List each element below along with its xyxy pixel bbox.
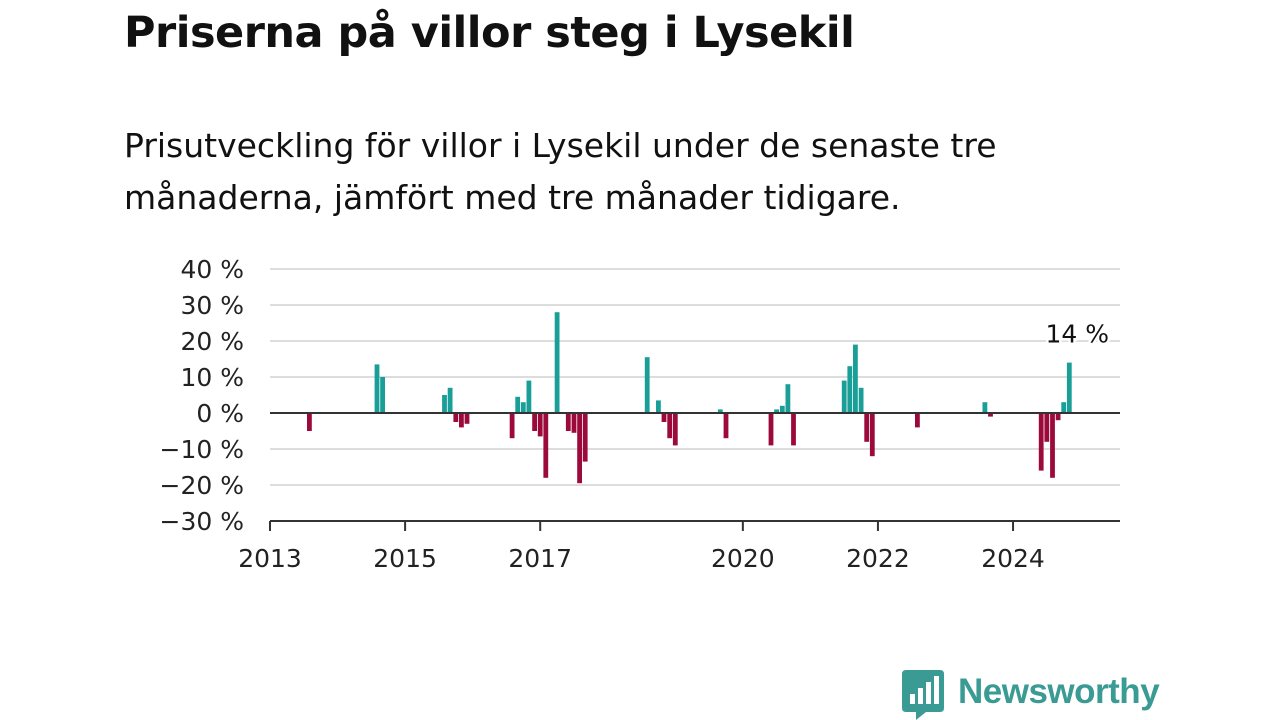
chart-subtitle: Prisutveckling för villor i Lysekil unde…	[124, 126, 997, 217]
bar	[447, 387, 453, 413]
bar	[768, 413, 774, 446]
chart-title: Priserna på villor steg i Lysekil	[124, 8, 855, 58]
bar	[374, 364, 380, 413]
x-tick-label: 2020	[711, 544, 775, 573]
bar	[672, 413, 678, 446]
y-tick-label: −10 %	[160, 435, 244, 464]
bar	[1066, 362, 1072, 413]
value-annotation: 14 %	[1045, 320, 1109, 349]
x-tick-label: 2017	[508, 544, 572, 573]
axes	[269, 412, 1120, 531]
bar	[847, 366, 853, 413]
bar	[537, 413, 543, 437]
bar	[661, 413, 667, 422]
bar	[644, 357, 650, 413]
bar	[532, 413, 537, 431]
y-tick-label: 0 %	[196, 399, 244, 428]
bar	[988, 413, 993, 417]
bar	[582, 413, 588, 462]
bar	[869, 413, 875, 457]
bar	[864, 413, 870, 442]
bar	[1061, 402, 1067, 413]
bar	[509, 413, 515, 439]
bar	[858, 387, 864, 413]
bar	[565, 413, 571, 431]
y-axis-labels: 40 % 30 % 20 % 10 % 0 % −10 % −20 % −30 %	[160, 255, 244, 536]
bar	[526, 380, 532, 413]
annotations: 14 %	[1043, 317, 1112, 351]
bar	[982, 402, 988, 413]
bar	[841, 380, 847, 413]
bar	[1050, 413, 1055, 478]
bar	[380, 377, 385, 413]
bar	[464, 413, 470, 424]
y-tick-label: −20 %	[160, 471, 244, 500]
y-tick-label: 40 %	[180, 255, 244, 284]
bar	[785, 384, 791, 413]
y-tick-label: −30 %	[160, 507, 244, 536]
bar	[791, 413, 796, 446]
bar	[520, 402, 526, 413]
bar-chart: 40 %30 %20 %10 %0 %−10 %−20 %−30 % 2013 2…	[160, 255, 1120, 573]
bar	[853, 344, 858, 413]
y-tick-label: 20 %	[180, 327, 244, 356]
bar	[515, 396, 521, 413]
bar	[453, 413, 459, 422]
newsworthy-logo: Newsworthy	[902, 670, 1160, 720]
bar	[667, 413, 673, 439]
bar	[723, 413, 729, 439]
x-tick-label: 2024	[981, 544, 1045, 573]
bar	[915, 413, 920, 428]
y-tick-label: 30 %	[180, 291, 244, 320]
x-tick-label: 2015	[373, 544, 437, 573]
gridlines	[270, 268, 1120, 486]
bar	[307, 413, 312, 431]
bar	[571, 413, 577, 433]
bar	[543, 413, 549, 478]
bar	[1055, 413, 1061, 421]
y-tick-label: 10 %	[180, 363, 244, 392]
bar	[442, 395, 447, 413]
bar	[779, 405, 785, 413]
bar	[459, 413, 464, 428]
bar	[774, 409, 779, 413]
bar	[554, 312, 560, 413]
bar	[656, 400, 661, 413]
newsworthy-chart-icon	[902, 670, 944, 720]
bar	[1044, 413, 1050, 442]
x-tick-label: 2022	[846, 544, 910, 573]
bars	[307, 312, 1072, 484]
bar	[717, 409, 723, 413]
x-axis-labels: 2013 2015 2017 2020 2022 2024	[238, 544, 1045, 573]
bar	[577, 413, 582, 484]
x-tick-label: 2013	[238, 544, 302, 573]
brand-name: Newsworthy	[958, 672, 1160, 711]
bar	[1038, 413, 1044, 471]
